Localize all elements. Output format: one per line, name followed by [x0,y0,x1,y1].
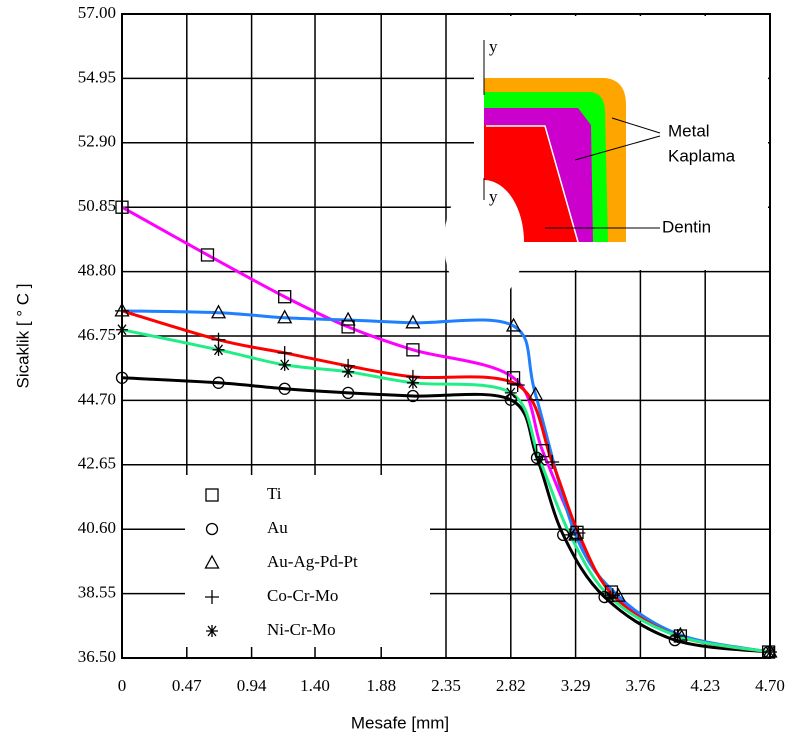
y-tick-label: 54.95 [78,67,116,86]
x-tick-label: 1.40 [300,676,330,695]
marker [671,630,684,643]
legend-label: Au [267,518,288,537]
marker [406,376,419,389]
inset-boundary [486,125,579,243]
plot-frame [121,13,771,659]
marker [505,317,522,332]
marker [278,358,291,371]
y-tick-label: 48.80 [78,261,116,280]
marker [212,376,225,389]
legend-label: Au-Ag-Pd-Pt [267,552,358,571]
x-tick-label: 3.76 [626,676,656,695]
y-tick-label: 36.50 [78,647,116,666]
marker [341,386,355,400]
marker [506,371,521,385]
legend-label: Co-Cr-Mo [267,586,338,605]
legend-marker [205,522,219,536]
legend-marker [205,590,219,604]
y-tick-label: 44.70 [78,389,116,408]
marker [342,365,355,378]
y-tick-label: 52.90 [78,132,116,151]
marker [545,454,560,469]
leader-line [611,117,661,134]
x-tick-label: 4.70 [755,676,785,695]
x-tick-label: 1.88 [366,676,396,695]
x-tick-label: 2.35 [431,676,461,695]
marker [571,525,586,540]
leader-line [574,135,661,161]
x-tick-label: 0 [118,676,127,695]
inset-label: Metal [668,121,710,140]
marker [510,378,525,393]
x-tick-label: 4.23 [690,676,720,695]
marker [604,591,617,604]
inset-cutout [444,180,524,304]
y-tick-label: 42.65 [78,454,116,473]
y-tick-label: 46.75 [78,325,116,344]
legend-marker [205,488,219,502]
marker [277,345,292,360]
x-tick-label: 0.47 [172,676,202,695]
x-tick-label: 2.82 [496,676,526,695]
inset-diagram: y y Metal Kaplama Dentin [444,16,768,304]
marker [212,343,225,356]
x-axis-label: Mesafe [mm] [351,713,449,732]
marker [406,343,420,357]
marker [277,309,293,324]
x-tick-label: 0.94 [237,676,267,695]
marker [533,453,546,466]
legend-label: Ni-Cr-Mo [267,620,336,639]
marker [341,320,355,334]
marker [405,314,421,329]
x-tick-label: 3.29 [561,676,591,695]
y-tick-label: 38.55 [78,583,116,602]
y-tick-label: 40.60 [78,518,116,537]
inset-label: y [489,37,498,56]
inset-label: y [489,187,498,206]
inset-label: Kaplama [668,146,736,165]
marker [278,382,291,395]
y-tick-label: 57.00 [78,3,116,22]
marker [340,311,356,326]
marker [200,248,215,262]
legend [185,475,430,647]
marker [406,389,420,403]
y-axis-label: Sicaklik [ ° C ] [13,283,32,388]
series-line [121,376,769,654]
y-tick-label: 50.85 [78,196,116,215]
legend-marker [204,554,220,569]
marker [210,304,227,319]
inset-label: Dentin [662,217,711,236]
marker [528,386,544,401]
legend-marker [206,625,218,637]
marker [504,386,517,399]
marker [564,528,577,541]
marker [278,290,292,304]
legend-label: Ti [267,484,282,503]
